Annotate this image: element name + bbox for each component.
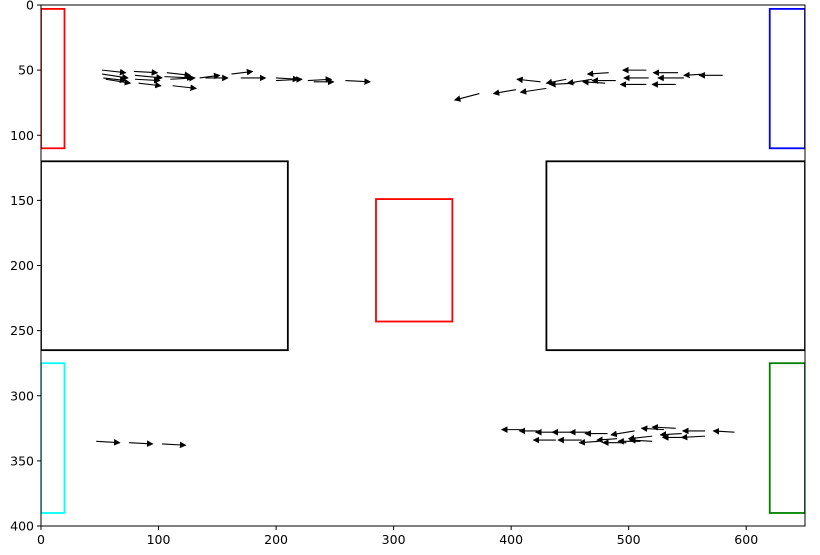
arrow-25 (545, 78, 567, 86)
arrow-0 (102, 68, 127, 76)
y-tick-label: 400 (10, 519, 34, 534)
arrow-55 (651, 424, 676, 431)
arrow-29 (586, 70, 609, 77)
arrow-56 (659, 431, 682, 438)
y-tick-label: 250 (10, 323, 34, 338)
x-tick-label: 400 (499, 532, 523, 547)
arrow-41 (162, 441, 187, 449)
black-block-left (41, 160, 289, 352)
arrow-28 (581, 78, 606, 86)
blue-zone-top-right (768, 8, 805, 150)
arrow-39 (96, 439, 121, 446)
arrow-3 (105, 78, 132, 86)
arrow-61 (628, 437, 653, 444)
arrow-26 (549, 80, 575, 88)
arrow-1 (102, 73, 129, 81)
y-tick-label: 50 (18, 63, 34, 78)
arrow-17 (276, 76, 303, 83)
axes: 0 100 200 300 400 500 600 0 50 100 150 200 250 300 350… (10, 0, 806, 547)
arrow-7 (138, 81, 162, 89)
arrow-9 (164, 74, 194, 81)
y-tick-label: 200 (10, 258, 34, 273)
x-tick-label: 500 (617, 532, 641, 547)
x-tick-label: 100 (147, 532, 171, 547)
black-block-right (545, 160, 805, 352)
y-tick-label: 100 (10, 128, 34, 143)
arrow-5 (134, 74, 163, 81)
x-tick-label: 200 (264, 532, 288, 547)
arrow-22 (492, 89, 516, 96)
arrow-11 (172, 84, 198, 92)
arrow-14 (231, 68, 254, 76)
x-tick-label: 600 (734, 532, 758, 547)
x-tick-label: 300 (382, 532, 406, 547)
red-zone-top-left (41, 8, 66, 150)
arrow-12 (199, 72, 221, 80)
cyan-zone-bottom-left (41, 362, 66, 514)
arrow-4 (133, 69, 159, 76)
y-tick-label: 0 (26, 0, 34, 13)
arrow-50 (578, 438, 600, 446)
arrow-18 (307, 76, 333, 83)
arrow-40 (129, 440, 154, 447)
red-center-box (375, 198, 454, 323)
arrow-59 (680, 433, 706, 441)
arrow-23 (519, 87, 547, 95)
arrow-51 (596, 436, 617, 443)
arrow-20 (345, 78, 371, 85)
arrow-6 (135, 76, 161, 84)
arrow-10 (170, 74, 196, 82)
x-tick-label: 0 (37, 532, 45, 547)
arrow-24 (516, 76, 541, 84)
axes-frame (40, 4, 806, 527)
arrow-60 (712, 427, 735, 435)
arrow-8 (166, 71, 192, 78)
arrow-52 (610, 430, 635, 438)
arrow-54 (640, 425, 664, 432)
arrow-2 (103, 76, 127, 84)
arrow-16 (276, 75, 300, 83)
arrow-21 (453, 93, 480, 102)
y-tick-label: 350 (10, 453, 34, 468)
y-tick-label: 300 (10, 388, 34, 403)
y-tick-label: 150 (10, 193, 34, 208)
arrow-53 (627, 434, 653, 442)
arrows (96, 66, 735, 449)
green-zone-bottom-right (768, 362, 805, 514)
zone-rectangles (41, 8, 805, 514)
